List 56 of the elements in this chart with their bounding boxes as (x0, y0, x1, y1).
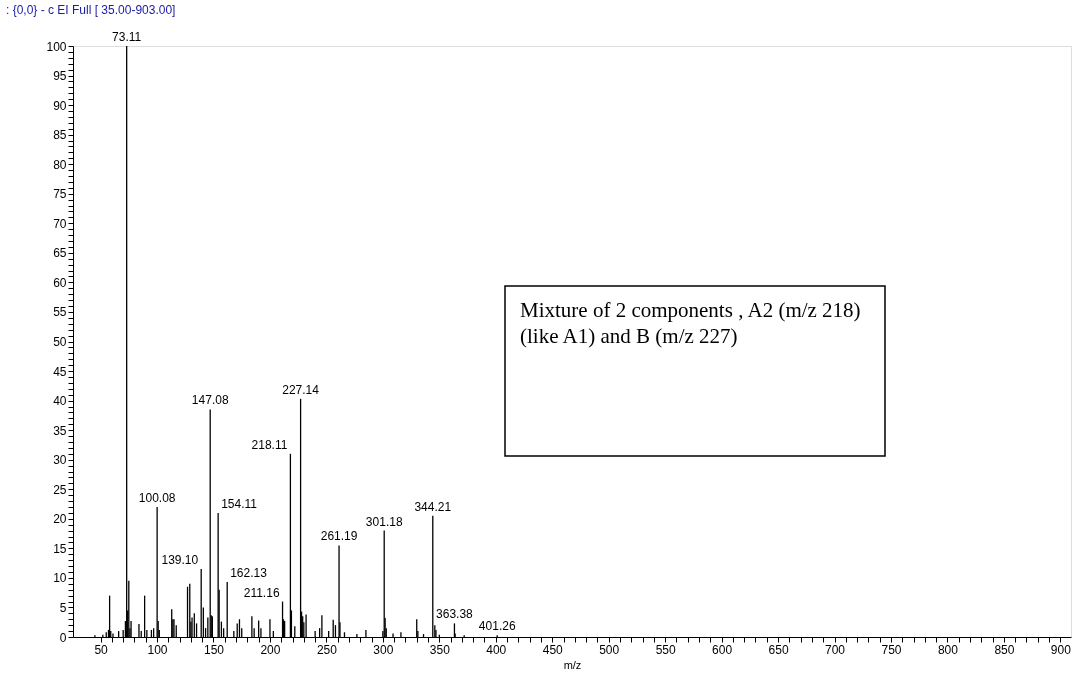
x-tick-label: 150 (203, 642, 225, 657)
annotation: 162.13 (230, 566, 268, 581)
y-tick-label: 30 (53, 453, 67, 468)
y-tick-label: 0 (59, 630, 67, 645)
y-tick-label: 35 (53, 423, 67, 438)
x-tick-label: 50 (94, 642, 109, 657)
annotation: 218.11 (251, 437, 288, 452)
x-tick-label: 650 (768, 642, 789, 657)
y-tick-label: 85 (53, 128, 67, 143)
annotation: 73.11 (112, 30, 142, 44)
y-tick-label: 65 (53, 246, 67, 261)
y-tick-label: 50 (53, 335, 67, 349)
y-tick-label: 70 (53, 216, 67, 231)
x-axis-title: m/z (563, 658, 582, 671)
chart-title: : {0,0} - c EI Full [ 35.00-903.00] (5, 3, 176, 17)
x-tick-label: 800 (937, 642, 959, 657)
annotation: 154.11 (221, 496, 258, 511)
y-tick-label: 55 (53, 305, 67, 320)
annotation: 261.19 (320, 529, 358, 544)
x-tick-label: 750 (881, 642, 902, 657)
y-tick-label: 10 (53, 571, 67, 586)
annotation: 211.16 (243, 585, 280, 600)
annotation: 147.08 (191, 393, 229, 408)
x-tick-label: 600 (712, 642, 733, 657)
x-tick-label: 850 (994, 642, 1015, 657)
y-tick-label: 15 (53, 541, 67, 556)
x-tick-label: 350 (429, 642, 451, 657)
x-tick-label: 900 (1050, 642, 1072, 657)
y-tick-label: 25 (53, 482, 67, 497)
y-tick-label: 40 (53, 394, 67, 409)
y-tick-label: 45 (53, 364, 67, 379)
annotation: Mixture of 2 components , A2 (m/z 218) (like A1) and B (m/z 227) (520, 298, 861, 348)
x-tick-label: 550 (655, 642, 676, 657)
y-tick-label: 100 (46, 39, 67, 54)
annotation: 401.26 (478, 619, 516, 634)
x-tick-label: 300 (373, 642, 394, 657)
annotation: 227.14 (282, 382, 320, 397)
x-tick-label: 250 (316, 642, 338, 657)
x-tick-label: 500 (599, 642, 620, 657)
y-tick-label: 80 (53, 157, 67, 172)
y-tick-label: 5 (59, 600, 67, 615)
x-tick-label: 400 (486, 642, 507, 657)
x-tick-label: 700 (825, 642, 846, 657)
annotation: 100.08 (138, 490, 176, 505)
annotation: 301.18 (365, 514, 403, 529)
annotation: 344.21 (414, 499, 452, 514)
annotation: 363.38 (436, 607, 474, 622)
x-tick-label: 200 (260, 642, 281, 657)
x-tick-label: 450 (542, 642, 564, 657)
y-tick-label: 95 (53, 69, 67, 84)
y-tick-label: 75 (53, 187, 67, 202)
y-tick-label: 60 (53, 275, 67, 290)
annotation: 139.10 (161, 553, 199, 568)
y-tick-label: 90 (53, 98, 67, 113)
x-tick-label: 100 (147, 642, 168, 657)
y-tick-label: 20 (53, 512, 67, 527)
